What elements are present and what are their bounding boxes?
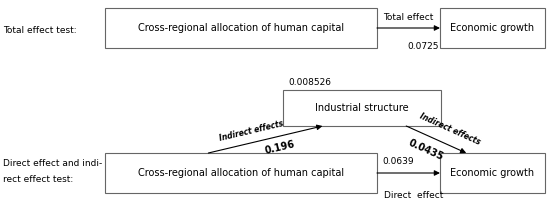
Text: Cross-regional allocation of human capital: Cross-regional allocation of human capit… xyxy=(138,168,344,178)
Text: 0.0639: 0.0639 xyxy=(383,157,414,166)
Text: Direct  effect: Direct effect xyxy=(384,191,443,200)
Text: rect effect test:: rect effect test: xyxy=(3,174,73,183)
Text: Economic growth: Economic growth xyxy=(450,168,535,178)
Text: Industrial structure: Industrial structure xyxy=(315,103,409,113)
Text: 0.0725: 0.0725 xyxy=(408,42,439,51)
Text: Economic growth: Economic growth xyxy=(450,23,535,33)
FancyBboxPatch shape xyxy=(105,153,377,193)
Text: Total effect test:: Total effect test: xyxy=(3,26,76,35)
FancyBboxPatch shape xyxy=(440,153,545,193)
Text: 0.008526: 0.008526 xyxy=(289,77,332,86)
Text: Indirect effects: Indirect effects xyxy=(218,119,284,143)
FancyBboxPatch shape xyxy=(283,90,441,126)
Text: Direct effect and indi-: Direct effect and indi- xyxy=(3,158,102,167)
Text: Cross-regional allocation of human capital: Cross-regional allocation of human capit… xyxy=(138,23,344,33)
FancyBboxPatch shape xyxy=(440,8,545,48)
Text: Total effect: Total effect xyxy=(383,13,434,22)
Text: 0.196: 0.196 xyxy=(263,139,295,156)
Text: Indirect effects: Indirect effects xyxy=(419,112,482,147)
Text: 0.0435: 0.0435 xyxy=(407,137,446,162)
FancyBboxPatch shape xyxy=(105,8,377,48)
